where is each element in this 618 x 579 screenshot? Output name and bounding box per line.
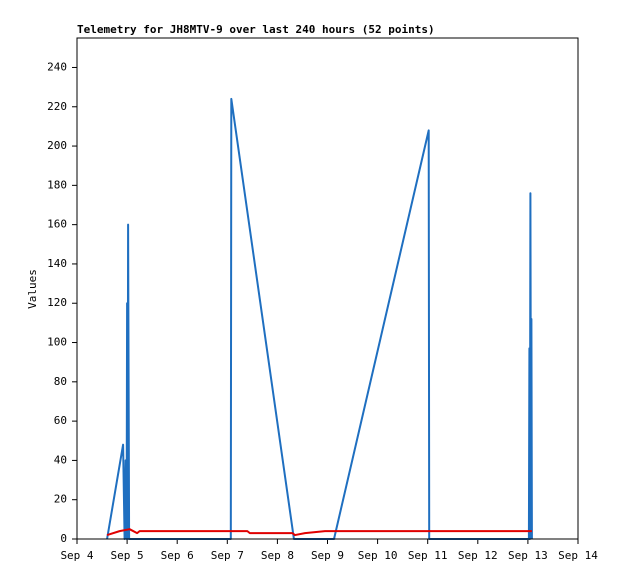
y-tick-label: 200 (47, 139, 67, 152)
y-tick-label: 120 (47, 296, 67, 309)
x-tick-label: Sep 6 (161, 549, 194, 562)
plot-frame (76, 37, 579, 540)
x-tick-label: Sep 4 (60, 549, 93, 562)
y-tick-label: 180 (47, 178, 67, 191)
y-tick-label: 20 (54, 493, 67, 506)
x-tick-label: Sep 13 (508, 549, 548, 562)
y-tick-label: 240 (47, 60, 67, 73)
x-tick-label: Sep 9 (311, 549, 344, 562)
y-tick-label: 80 (54, 375, 67, 388)
y-tick-label: 60 (54, 414, 67, 427)
y-tick-label: 100 (47, 336, 67, 349)
series-line (106, 97, 533, 540)
series-line (106, 528, 532, 537)
x-tick-label: Sep 14 (558, 549, 598, 562)
x-tick-label: Sep 5 (111, 549, 144, 562)
y-tick-label: 160 (47, 218, 67, 231)
x-tick-label: Sep 12 (458, 549, 498, 562)
x-tick-label: Sep 7 (211, 549, 244, 562)
x-tick-label: Sep 8 (261, 549, 294, 562)
y-tick-label: 140 (47, 257, 67, 270)
x-tick-label: Sep 11 (408, 549, 448, 562)
y-tick-label: 0 (60, 532, 67, 545)
x-tick-label: Sep 10 (358, 549, 398, 562)
chart-title: Telemetry for JH8MTV-9 over last 240 hou… (77, 23, 435, 36)
y-axis-label: Values (26, 269, 39, 309)
y-tick-label: 220 (47, 100, 67, 113)
y-tick-label: 40 (54, 453, 67, 466)
